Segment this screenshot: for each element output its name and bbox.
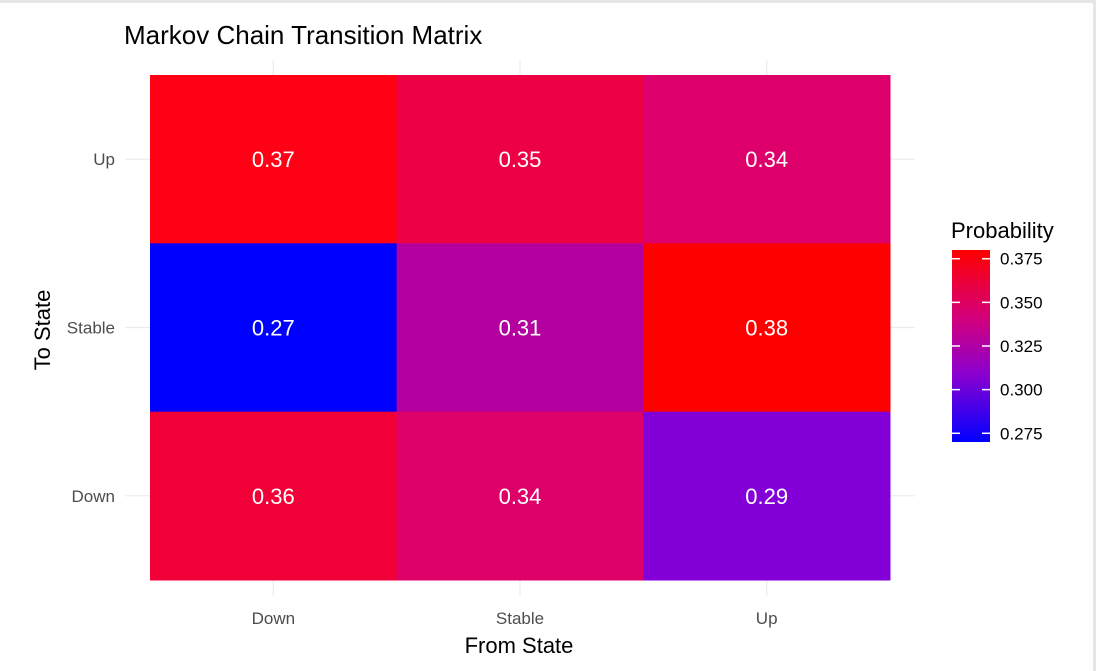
x-axis-title: From State bbox=[465, 633, 574, 658]
top-border bbox=[0, 0, 1096, 3]
cell-value-label: 0.38 bbox=[745, 316, 788, 341]
chart-title: Markov Chain Transition Matrix bbox=[124, 20, 482, 50]
right-border bbox=[1093, 0, 1096, 671]
heatmap-cells bbox=[150, 75, 891, 581]
heatmap-cell bbox=[150, 243, 398, 413]
legend-tick-label: 0.375 bbox=[1000, 250, 1043, 269]
heatmap-cell-labels: 0.37 0.35 0.34 0.27 0.31 0.38 0.36 0.34 0.29 bbox=[252, 147, 788, 509]
heatmap-cell bbox=[643, 243, 891, 413]
x-axis-ticks: Down Stable Up bbox=[252, 609, 778, 628]
cell-value-label: 0.27 bbox=[252, 316, 295, 341]
cell-value-label: 0.37 bbox=[252, 147, 295, 172]
heatmap-cell bbox=[643, 75, 891, 244]
heatmap-cell bbox=[150, 75, 398, 244]
legend-title: Probability bbox=[951, 218, 1054, 243]
cell-value-label: 0.35 bbox=[499, 147, 542, 172]
cell-value-label: 0.34 bbox=[745, 147, 788, 172]
cell-value-label: 0.34 bbox=[499, 484, 542, 509]
legend-tick-label: 0.300 bbox=[1000, 381, 1043, 400]
x-tick-label: Up bbox=[756, 609, 778, 628]
cell-value-label: 0.29 bbox=[745, 484, 788, 509]
legend: Probability 0.375 0.350 0.325 0.300 0.275 bbox=[951, 218, 1054, 443]
heatmap-cell bbox=[150, 411, 398, 581]
cell-value-label: 0.36 bbox=[252, 484, 295, 509]
legend-tick-label: 0.325 bbox=[1000, 337, 1043, 356]
legend-tick-label: 0.275 bbox=[1000, 424, 1043, 443]
y-axis-title: To State bbox=[30, 290, 55, 371]
heatmap-cell bbox=[396, 75, 644, 244]
legend-ticks: 0.375 0.350 0.325 0.300 0.275 bbox=[952, 250, 1043, 443]
cell-value-label: 0.31 bbox=[499, 316, 542, 341]
x-tick-label: Down bbox=[252, 609, 295, 628]
heatmap-cell bbox=[643, 411, 891, 581]
heatmap-cell bbox=[396, 411, 644, 581]
x-tick-label: Stable bbox=[496, 609, 544, 628]
y-tick-label: Stable bbox=[67, 319, 115, 338]
y-tick-label: Up bbox=[93, 150, 115, 169]
legend-tick-label: 0.350 bbox=[1000, 293, 1043, 312]
heatmap-cell bbox=[396, 243, 644, 413]
y-tick-label: Down bbox=[72, 487, 115, 506]
y-axis-ticks: Down Stable Up bbox=[67, 150, 115, 506]
